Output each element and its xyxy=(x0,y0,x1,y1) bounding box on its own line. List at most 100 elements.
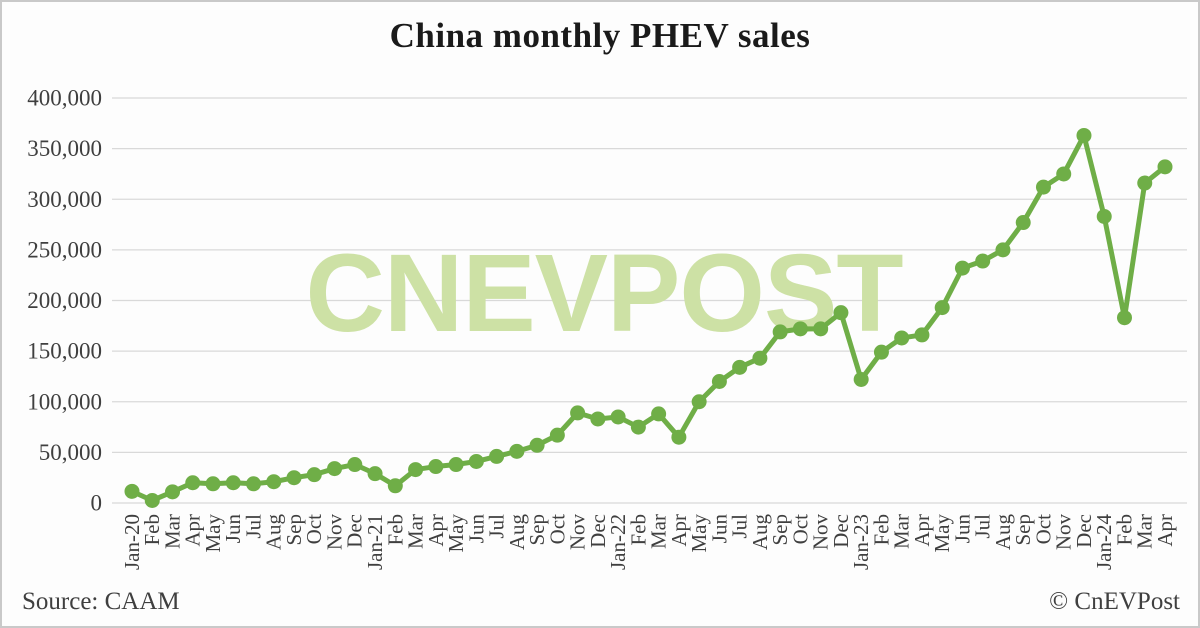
data-point xyxy=(529,437,545,453)
x-axis-label: Mar xyxy=(403,514,427,549)
data-point xyxy=(691,394,707,410)
x-axis-label: Jan-23 xyxy=(849,514,873,570)
chart-title: China monthly PHEV sales xyxy=(389,16,811,55)
data-point xyxy=(1137,175,1153,191)
x-axis-label: Jun xyxy=(950,514,974,544)
data-point xyxy=(489,448,505,464)
x-axis-label: Feb xyxy=(140,514,164,546)
y-axis-label: 300,000 xyxy=(27,187,102,212)
y-axis-label: 100,000 xyxy=(27,389,102,414)
data-point xyxy=(732,359,748,375)
data-point xyxy=(1116,310,1132,326)
x-axis-label: Oct xyxy=(545,514,569,544)
x-axis-label: Feb xyxy=(383,514,407,546)
data-point xyxy=(671,429,687,445)
x-axis-label: May xyxy=(930,514,954,553)
y-axis-label: 350,000 xyxy=(27,136,102,161)
x-axis-label: May xyxy=(201,514,225,553)
data-point xyxy=(752,350,768,366)
data-point xyxy=(934,300,950,316)
data-point xyxy=(306,467,322,483)
x-axis-label: Oct xyxy=(302,514,326,544)
x-axis-label: Feb xyxy=(869,514,893,546)
x-axis-label: Aug xyxy=(505,514,529,551)
x-axis-label: Jun xyxy=(707,514,731,544)
data-point xyxy=(792,321,808,337)
y-axis-label: 0 xyxy=(91,491,103,516)
x-axis-label: Nov xyxy=(322,514,346,551)
y-axis-label: 50,000 xyxy=(39,440,102,465)
data-point xyxy=(246,476,262,492)
x-axis-label: Oct xyxy=(788,514,812,544)
data-point xyxy=(468,453,484,469)
x-axis-label: Jul xyxy=(728,514,752,539)
data-point xyxy=(144,492,160,508)
data-point xyxy=(509,443,525,459)
data-point xyxy=(165,484,181,500)
data-point xyxy=(1096,208,1112,224)
x-axis-label: Mar xyxy=(160,514,184,549)
x-axis-label: Aug xyxy=(991,514,1015,551)
x-axis-label: Mar xyxy=(647,514,671,549)
x-axis-label: Jul xyxy=(971,514,995,539)
data-point xyxy=(590,411,606,427)
data-point xyxy=(853,371,869,387)
x-axis-label: Jan-20 xyxy=(120,514,144,570)
data-point xyxy=(428,459,444,475)
x-axis-label: Dec xyxy=(343,514,367,548)
y-axis-label: 150,000 xyxy=(27,339,102,364)
data-point xyxy=(367,466,383,482)
x-axis-label: Jul xyxy=(485,514,509,539)
x-axis-label: Feb xyxy=(626,514,650,546)
data-point xyxy=(327,461,343,477)
x-axis-label: Jan-24 xyxy=(1092,514,1116,570)
data-point xyxy=(225,475,241,491)
data-point xyxy=(185,475,201,491)
phev-sales-line xyxy=(129,132,1168,503)
source-label: Source: CAAM xyxy=(22,588,180,615)
x-axis-label: Jun xyxy=(221,514,245,544)
data-point xyxy=(610,409,626,425)
data-point xyxy=(1076,127,1092,143)
x-axis-label: Jan-22 xyxy=(606,514,630,570)
data-point xyxy=(914,327,930,343)
x-axis-label: Apr xyxy=(424,514,448,547)
data-point xyxy=(347,457,363,473)
data-point xyxy=(833,305,849,321)
x-axis-label: Apr xyxy=(667,514,691,547)
x-axis-label: Feb xyxy=(1112,514,1136,546)
data-point xyxy=(630,419,646,435)
y-axis-label: 250,000 xyxy=(27,237,102,262)
x-axis-label: Apr xyxy=(181,514,205,547)
data-point xyxy=(1056,166,1072,182)
watermark-text: CNEVPOST xyxy=(305,232,903,355)
data-point xyxy=(1157,159,1173,175)
x-axis-label: Jul xyxy=(241,514,265,539)
data-point xyxy=(894,330,910,346)
y-axis-label: 200,000 xyxy=(27,288,102,313)
x-axis-label: Apr xyxy=(1153,514,1177,547)
copyright-label: © CnEVPost xyxy=(1049,588,1180,615)
x-axis-label: May xyxy=(444,514,468,553)
data-point xyxy=(995,242,1011,258)
x-axis-label: Jan-21 xyxy=(363,514,387,570)
x-axis-label: Nov xyxy=(1052,514,1076,551)
data-point xyxy=(651,406,667,422)
x-axis-label: Dec xyxy=(829,514,853,548)
x-axis-label: Nov xyxy=(809,514,833,551)
y-axis-label: 400,000 xyxy=(27,86,102,111)
x-axis-label: Aug xyxy=(748,514,772,551)
data-point xyxy=(1035,179,1051,195)
x-axis-label: Sep xyxy=(525,514,549,546)
x-axis-label: Mar xyxy=(890,514,914,549)
x-axis-label: Dec xyxy=(1072,514,1096,548)
x-axis-label: May xyxy=(687,514,711,553)
data-point xyxy=(570,405,586,421)
data-point xyxy=(975,253,991,269)
data-point xyxy=(448,457,464,473)
data-point xyxy=(205,476,221,492)
data-point xyxy=(711,374,727,389)
data-point xyxy=(1015,215,1031,231)
